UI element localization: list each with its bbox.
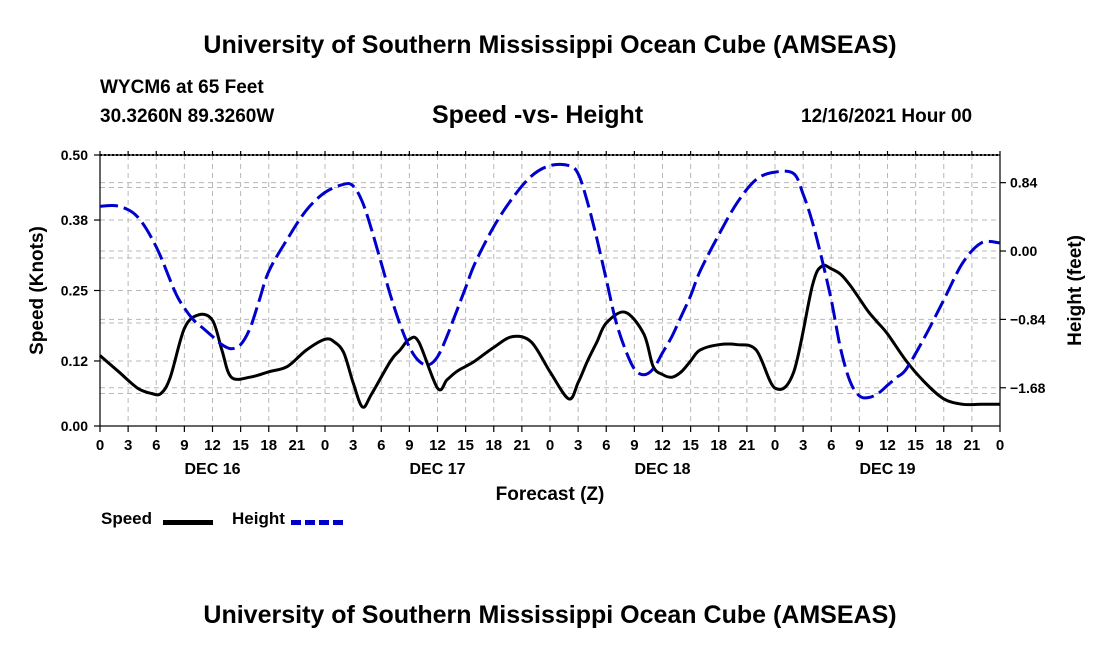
x-day-label: DEC 16 <box>184 461 240 478</box>
chart-subtitle: Speed -vs- Height <box>432 101 644 129</box>
x-tick-label: 18 <box>485 437 502 454</box>
x-tick-label: 3 <box>349 437 357 454</box>
x-tick-label: 15 <box>232 437 249 454</box>
legend-height-label: Height <box>232 509 285 528</box>
x-tick-label: 21 <box>289 437 306 454</box>
x-tick-label: 6 <box>602 437 610 454</box>
x-tick-label: 3 <box>799 437 807 454</box>
x-tick-label: 6 <box>152 437 160 454</box>
x-day-label: DEC 17 <box>409 461 465 478</box>
x-tick-label: 18 <box>260 437 277 454</box>
x-tick-label: 15 <box>907 437 924 454</box>
x-tick-label: 12 <box>204 437 221 454</box>
x-tick-label: 18 <box>710 437 727 454</box>
page-title: University of Southern Mississippi Ocean… <box>203 31 897 59</box>
series-line-height <box>99 162 1001 400</box>
x-tick-label: 15 <box>457 437 474 454</box>
x-tick-label: 0 <box>771 437 779 454</box>
y-right-tick-label: −1.68 <box>1010 380 1046 396</box>
x-tick-label: 3 <box>574 437 582 454</box>
y-left-tick-label: 0.25 <box>61 283 88 299</box>
x-tick-label: 0 <box>996 437 1004 454</box>
footer-title: University of Southern Mississippi Ocean… <box>203 601 897 629</box>
x-day-label: DEC 19 <box>859 461 915 478</box>
x-tick-label: 9 <box>405 437 413 454</box>
y-left-tick-label: 0.00 <box>61 418 88 434</box>
x-tick-label: 0 <box>546 437 554 454</box>
x-tick-label: 12 <box>654 437 671 454</box>
y-left-axis-title: Speed (Knots) <box>27 226 48 355</box>
x-tick-label: 0 <box>96 437 104 454</box>
x-tick-label: 18 <box>935 437 952 454</box>
legend-speed-swatch <box>163 520 213 525</box>
y-left-tick-label: 0.12 <box>61 353 88 369</box>
x-tick-label: 3 <box>124 437 132 454</box>
x-tick-label: 12 <box>429 437 446 454</box>
y-right-tick-label: 0.00 <box>1010 243 1037 259</box>
y-left-tick-label: 0.38 <box>61 212 88 228</box>
x-tick-label: 9 <box>180 437 188 454</box>
y-right-tick-label: −0.84 <box>1010 311 1046 327</box>
x-tick-label: 9 <box>855 437 863 454</box>
x-tick-label: 12 <box>879 437 896 454</box>
legend-height-swatch <box>291 520 343 525</box>
y-left-tick-label: 0.50 <box>61 147 88 163</box>
x-day-label: DEC 18 <box>634 461 690 478</box>
x-axis-title: Forecast (Z) <box>496 484 605 505</box>
forecast-date: 12/16/2021 Hour 00 <box>801 106 973 127</box>
x-tick-label: 6 <box>377 437 385 454</box>
station-label: WYCM6 at 65 Feet <box>100 77 264 98</box>
x-tick-label: 6 <box>827 437 835 454</box>
series-line-speed <box>98 263 1000 409</box>
x-tick-label: 9 <box>630 437 638 454</box>
coordinates-label: 30.3260N 89.3260W <box>100 106 275 127</box>
legend-speed-label: Speed <box>101 509 153 528</box>
x-tick-label: 21 <box>964 437 981 454</box>
x-tick-label: 15 <box>682 437 699 454</box>
x-tick-label: 0 <box>321 437 329 454</box>
x-tick-label: 21 <box>739 437 756 454</box>
y-right-axis-title: Height (feet) <box>1065 235 1086 346</box>
y-right-tick-label: 0.84 <box>1010 175 1037 191</box>
x-tick-label: 21 <box>514 437 531 454</box>
